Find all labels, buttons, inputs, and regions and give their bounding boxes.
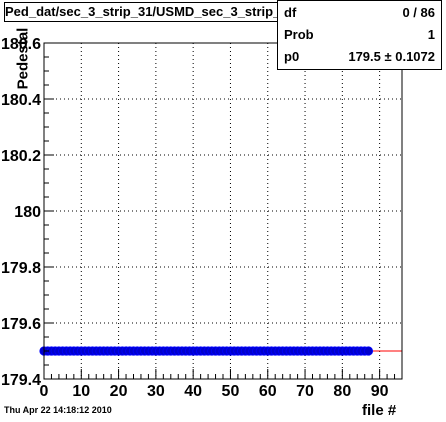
stats-row-p0: p0 179.5 ± 0.1072 [284, 47, 435, 67]
x-tick-label: 0 [40, 383, 49, 400]
stats-row-df: df 0 / 86 [284, 3, 435, 23]
x-tick-label: 80 [333, 383, 351, 400]
y-tick-label: 179.4 [1, 372, 41, 389]
x-tick-label: 40 [184, 383, 202, 400]
x-axis-title: file # [362, 402, 397, 419]
stats-key: p0 [284, 49, 300, 64]
x-tick-label: 70 [296, 383, 314, 400]
y-tick-label: 180 [14, 204, 41, 221]
stats-value: 0 / 86 [402, 5, 435, 20]
stats-key: Prob [284, 27, 314, 42]
x-tick-label: 20 [110, 383, 128, 400]
y-tick-label: 179.6 [1, 316, 41, 333]
x-tick-label: 90 [371, 383, 389, 400]
data-point [363, 346, 374, 356]
stats-value: 179.5 ± 0.1072 [348, 49, 435, 64]
timestamp: Thu Apr 22 14:18:12 2010 [4, 405, 112, 415]
fit-stats-box: df 0 / 86 Prob 1 p0 179.5 ± 0.1072 [277, 0, 442, 70]
y-tick-label: 180.6 [1, 36, 41, 53]
x-tick-label: 30 [147, 383, 165, 400]
y-axis-title: Pedestal [14, 27, 32, 90]
y-tick-label: 179.8 [1, 260, 41, 277]
tick-labels: 0 10 20 30 40 50 60 70 80 90 179.4 179.6 179.8 180 180… [1, 36, 389, 400]
stats-row-prob: Prob 1 [284, 25, 435, 45]
x-tick-label: 10 [72, 383, 90, 400]
x-tick-label: 60 [259, 383, 277, 400]
grid-lines [44, 43, 402, 379]
stats-key: df [284, 5, 297, 20]
x-tick-label: 50 [222, 383, 240, 400]
data-layer [39, 346, 402, 356]
y-tick-label: 180.2 [1, 148, 41, 165]
stats-value: 1 [427, 27, 435, 42]
y-tick-label: 180.4 [1, 92, 41, 109]
plot-frame [43, 42, 403, 380]
histogram-title: Ped_dat/sec_3_strip_31/USMD_sec_3_strip_… [4, 2, 318, 22]
